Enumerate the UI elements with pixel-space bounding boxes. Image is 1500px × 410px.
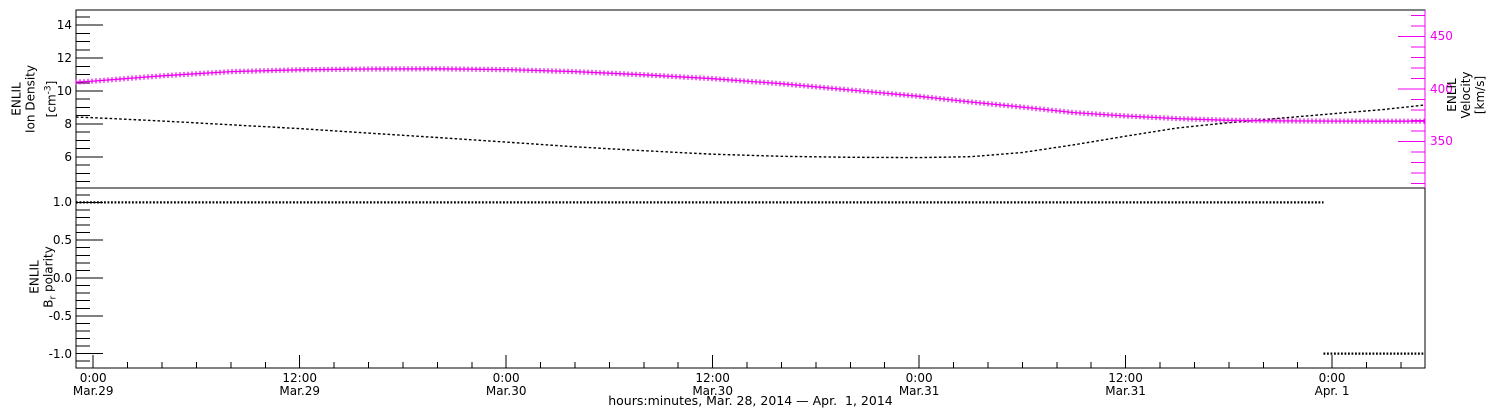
axis-label-line: Ion Density [23, 65, 38, 133]
velocity-curve [75, 68, 1425, 122]
velocity-curve-markers [75, 66, 1425, 124]
x-tick-time: 0:00 [905, 371, 933, 385]
x-tick-date: Mar.30 [692, 384, 733, 398]
polarity-tick-label: 1.0 [52, 195, 72, 210]
velocity-tick-label: 350 [1430, 134, 1453, 149]
x-tick-label: 0:00 Mar.30 [461, 372, 551, 397]
polarity-axis-ticks [76, 194, 103, 362]
density-tick-label: 6 [64, 149, 72, 164]
x-tick-time: 0:00 [1318, 371, 1346, 385]
polarity-tick-label: -0.5 [48, 308, 72, 323]
x-tick-label: 12:00 Mar.31 [1081, 372, 1171, 397]
x-tick-time: 12:00 [1108, 371, 1143, 385]
density-tick-label: 14 [56, 18, 72, 32]
top-panel-frame [75, 9, 1426, 189]
x-tick-time: 0:00 [492, 371, 520, 385]
polarity-tick-label: 0.5 [52, 233, 72, 248]
bottom-panel-frame [75, 187, 1426, 369]
x-tick-date: Mar.29 [72, 384, 114, 398]
density-tick-label: 8 [64, 116, 72, 131]
y-axis-label-ion-density: ENLIL Ion Density [cm-3] [10, 65, 59, 133]
polarity-tick-label: 0.0 [52, 271, 72, 285]
x-tick-label: 12:00 Mar.29 [255, 372, 345, 397]
axis-label-line: Br polarity [41, 246, 59, 308]
velocity-tick-label: 450 [1430, 29, 1453, 44]
y-axis-label-br-polarity: ENLIL Br polarity [27, 246, 60, 307]
x-tick-time: 12:00 [695, 371, 730, 385]
x-tick-time: 12:00 [282, 371, 317, 385]
velocity-axis-ticks [1398, 15, 1425, 184]
x-tick-date: Mar.29 [279, 384, 320, 398]
polarity-tick-label: -1.0 [48, 346, 72, 361]
x-tick-date: Apr. 1 [1314, 384, 1350, 398]
x-tick-date: Mar.30 [485, 384, 527, 398]
x-tick-label: 12:00 Mar.30 [668, 372, 758, 397]
axis-label-unit: [km/s] [1473, 75, 1487, 115]
x-tick-time: 0:00 [79, 371, 107, 385]
density-tick-label: 10 [56, 83, 72, 98]
density-tick-label: 12 [56, 51, 72, 65]
x-tick-label: 0:00 Mar.31 [874, 372, 964, 397]
x-tick-label: 0:00 Apr. 1 [1287, 372, 1377, 397]
y-axis-label-velocity: ENLIL Velocity [km/s] [1445, 71, 1487, 118]
ion-density-curve [75, 104, 1426, 159]
axis-label-line: ENLIL [27, 260, 42, 294]
x-tick-date: Mar.31 [1105, 384, 1146, 398]
axis-label-line: Velocity [1459, 71, 1473, 119]
x-axis-title: hours:minutes, Mar. 28, 2014 — Apr. 1, 2… [608, 393, 893, 408]
x-tick-date: Mar.31 [898, 384, 940, 398]
axis-label-unit: [cm-3] [43, 80, 59, 118]
x-tick-label: 0:00 Mar.29 [48, 372, 138, 397]
axis-label-line: ENLIL [9, 82, 24, 116]
density-axis-ticks [76, 16, 103, 183]
velocity-tick-label: 400 [1430, 81, 1453, 96]
time-axis-ticks [92, 355, 1402, 368]
axis-label-line: ENLIL [1445, 78, 1459, 112]
